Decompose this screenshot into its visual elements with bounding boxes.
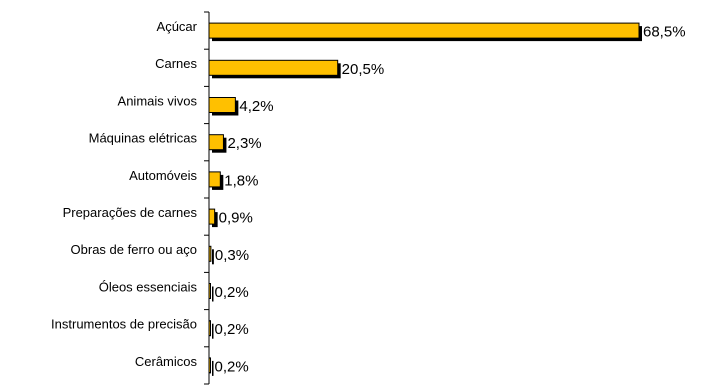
- category-label: Automóveis: [129, 168, 197, 183]
- bar: [208, 59, 339, 76]
- value-label: 0,9%: [219, 210, 253, 227]
- bar-shadow: [212, 360, 214, 376]
- bar-shadow: [212, 286, 214, 302]
- category-label: Açúcar: [157, 19, 198, 34]
- y-axis-ticks: [204, 11, 209, 385]
- value-label: 0,2%: [215, 284, 249, 301]
- bar: [208, 208, 216, 225]
- bar: [208, 134, 224, 151]
- category-labels: Açúcar Carnes Animais vivos Máquinas elétri…: [51, 19, 198, 369]
- category-label: Animais vivos: [118, 93, 198, 108]
- value-label: 0,2%: [215, 321, 249, 338]
- bar-shadow: [212, 323, 214, 339]
- bar-shadow: [212, 249, 214, 265]
- category-label: Cerâmicos: [135, 354, 198, 369]
- value-labels: 68,5% 20,5% 4,2% 2,3% 1,8% 0,9% 0,3% 0,2% 0,2% 0,…: [215, 24, 686, 376]
- value-label: 0,3%: [215, 247, 249, 264]
- value-label: 68,5%: [643, 24, 686, 41]
- value-label: 0,2%: [215, 358, 249, 375]
- category-label: Preparações de carnes: [63, 205, 198, 220]
- bar: [208, 97, 236, 113]
- bar: [208, 171, 221, 188]
- value-label: 1,8%: [224, 172, 258, 189]
- category-label: Obras de ferro ou aço: [71, 242, 197, 257]
- value-label: 2,3%: [227, 135, 261, 152]
- category-label: Máquinas elétricas: [89, 131, 198, 146]
- category-label: Instrumentos de precisão: [51, 317, 197, 332]
- category-label: Carnes: [155, 56, 197, 71]
- value-label: 20,5%: [342, 61, 385, 78]
- bars-group: [208, 22, 642, 376]
- bar: [208, 22, 640, 39]
- category-label: Óleos essenciais: [99, 279, 198, 294]
- value-label: 4,2%: [239, 98, 273, 115]
